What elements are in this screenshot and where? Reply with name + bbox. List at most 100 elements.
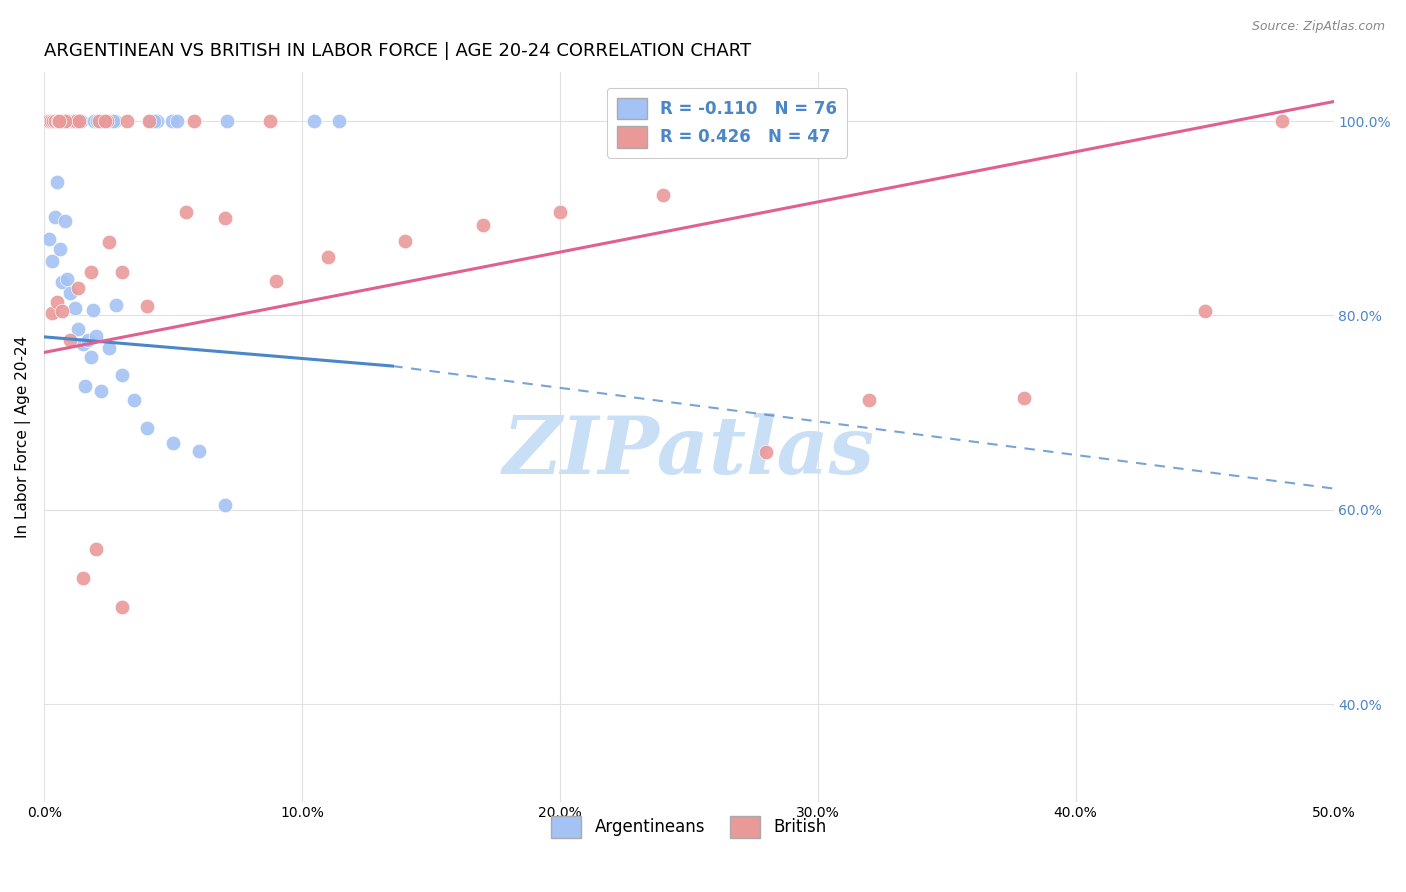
Point: [49, 114, 72, 128]
Point: [82, 302, 104, 317]
Point: [101, 114, 124, 128]
Point: [44, 114, 66, 128]
Point: [67, 114, 90, 128]
Point: [44, 210, 66, 224]
Point: [214, 499, 236, 513]
Point: [187, 443, 209, 458]
Point: [39, 114, 62, 128]
Point: [63, 114, 86, 128]
Point: [42, 114, 65, 128]
Point: [51, 275, 73, 289]
Point: [53, 114, 76, 128]
Point: [97, 235, 120, 249]
Point: [548, 205, 571, 219]
Point: [41, 305, 63, 319]
Point: [77, 333, 100, 347]
Point: [51, 304, 73, 318]
Point: [79, 350, 101, 364]
Point: [41, 114, 63, 128]
Point: [84, 114, 107, 128]
Point: [183, 114, 205, 128]
Point: [63, 301, 86, 315]
Point: [58, 114, 80, 128]
Point: [75, 379, 97, 393]
Point: [1271, 114, 1294, 128]
Point: [83, 114, 105, 128]
Point: [146, 114, 169, 128]
Point: [136, 421, 159, 435]
Point: [37, 114, 59, 128]
Point: [110, 264, 132, 278]
Point: [60, 114, 83, 128]
Point: [142, 114, 165, 128]
Point: [59, 286, 82, 301]
Point: [58, 114, 80, 128]
Point: [38, 114, 60, 128]
Point: [84, 329, 107, 343]
Point: [104, 114, 127, 128]
Point: [56, 272, 79, 286]
Point: [41, 254, 63, 268]
Point: [166, 114, 188, 128]
Point: [44, 114, 66, 128]
Point: [45, 114, 67, 128]
Point: [42, 114, 65, 128]
Point: [66, 280, 89, 294]
Point: [72, 571, 94, 585]
Point: [89, 114, 111, 128]
Text: Source: ZipAtlas.com: Source: ZipAtlas.com: [1251, 20, 1385, 33]
Point: [174, 204, 197, 219]
Point: [110, 368, 132, 383]
Point: [79, 265, 101, 279]
Point: [84, 541, 107, 556]
Point: [328, 114, 350, 128]
Point: [39, 114, 62, 128]
Point: [53, 214, 76, 228]
Point: [41, 114, 63, 128]
Point: [66, 322, 89, 336]
Point: [394, 234, 416, 248]
Point: [115, 114, 138, 128]
Point: [89, 114, 111, 128]
Point: [90, 384, 112, 398]
Point: [136, 299, 159, 313]
Point: [46, 175, 69, 189]
Point: [215, 114, 238, 128]
Point: [105, 298, 128, 312]
Point: [41, 114, 63, 128]
Point: [55, 114, 77, 128]
Point: [302, 114, 325, 128]
Point: [35, 114, 58, 128]
Point: [471, 219, 494, 233]
Point: [45, 114, 67, 128]
Point: [45, 114, 67, 128]
Point: [65, 114, 87, 128]
Point: [110, 600, 132, 615]
Point: [316, 250, 339, 264]
Point: [45, 114, 67, 128]
Y-axis label: In Labor Force | Age 20-24: In Labor Force | Age 20-24: [15, 336, 31, 538]
Point: [96, 114, 118, 128]
Point: [72, 337, 94, 351]
Point: [38, 114, 60, 128]
Point: [51, 114, 73, 128]
Point: [41, 114, 63, 128]
Point: [124, 392, 146, 407]
Point: [162, 436, 184, 450]
Text: ARGENTINEAN VS BRITISH IN LABOR FORCE | AGE 20-24 CORRELATION CHART: ARGENTINEAN VS BRITISH IN LABOR FORCE | …: [44, 42, 751, 60]
Point: [62, 114, 84, 128]
Point: [44, 114, 66, 128]
Point: [59, 333, 82, 347]
Point: [139, 114, 162, 128]
Point: [44, 114, 66, 128]
Point: [59, 114, 82, 128]
Point: [86, 114, 108, 128]
Point: [44, 114, 66, 128]
Point: [38, 232, 60, 246]
Point: [52, 114, 75, 128]
Point: [42, 114, 65, 128]
Point: [755, 444, 778, 458]
Point: [162, 114, 184, 128]
Point: [94, 114, 117, 128]
Point: [214, 211, 236, 225]
